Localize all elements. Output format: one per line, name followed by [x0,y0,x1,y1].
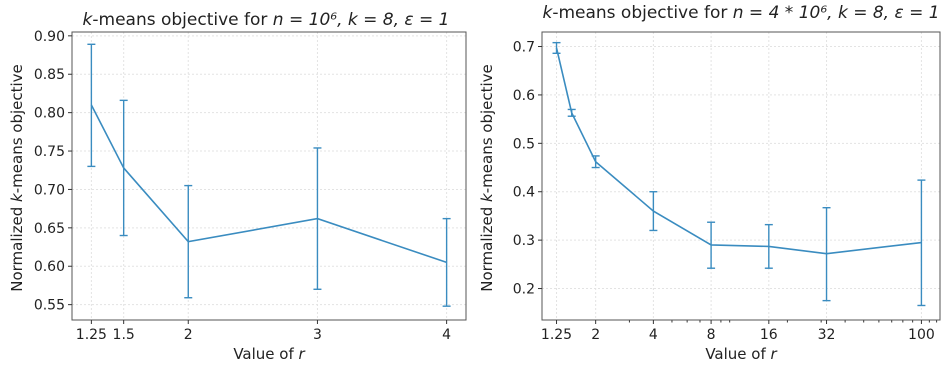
x-tick-label: 8 [707,327,716,343]
x-tick-label: 4 [442,327,451,343]
title-var: k [83,10,94,30]
title-text: -means objective for [92,10,272,30]
y-axis-label: Normalized k-means objective [8,64,26,292]
x-tick-label: 16 [760,327,778,343]
error-bar [917,179,926,307]
y-tick-label: 0.4 [513,185,535,201]
y-tick-label: 0.90 [34,29,65,45]
y-axis-label-prefix: Normalized [8,202,26,292]
series-line [90,104,447,264]
x-tick-label: 32 [818,327,836,343]
y-axis-label-suffix: -means objective [478,64,496,193]
x-axis-label-text: Value of [233,345,298,363]
x-axis-label-var: r [771,345,778,363]
error-bar [707,221,716,269]
y-tick-label: 0.60 [34,259,65,275]
chart-right: 0.20.30.40.50.60.71.25 2 4 8 16 32 100k-means … [478,3,941,363]
y-tick-label: 0.55 [34,298,65,314]
y-tick-label: 0.7 [513,40,535,56]
x-axis-label: Value of r [233,345,305,363]
title-text: -means objective for [552,3,732,23]
y-axis-label: Normalized k-means objective [478,64,496,292]
y-tick-label: 0.65 [34,221,65,237]
chart-title: k-means objective for n = 10⁶, k = 8, ε … [83,10,450,30]
plot-frame [541,31,941,321]
y-axis-label-prefix: Normalized [478,202,496,292]
y-tick-label: 0.3 [513,233,535,249]
title-math: n = 4 * 10⁶, k = 8, ε = 1 [733,3,940,23]
x-tick-label: 1.25 [76,327,107,343]
x-tick-label: 1.25 [541,327,572,343]
chart-left: 0.55 0.60 0.65 0.70 0.75 0.80 0.85 0.90 1.25 1.5 2… [8,10,467,363]
title-math: n = 10⁶, k = 8, ε = 1 [273,10,450,30]
x-tick-label: 2 [591,327,600,343]
series-line [555,47,922,255]
y-tick-label: 0.80 [34,106,65,122]
x-tick-label: 100 [908,327,935,343]
plot-frame [71,31,467,321]
error-bar [822,207,831,302]
title-var: k [542,3,553,23]
x-tick-label: 3 [313,327,322,343]
y-axis-label-var: k [8,192,26,202]
x-axis-label-var: r [299,345,306,363]
x-axis-label: Value of r [705,345,777,363]
y-tick-label: 0.5 [513,136,535,152]
chart-title: k-means objective for n = 4 * 10⁶, k = 8… [542,3,939,23]
y-axis-label-var: k [478,192,496,202]
y-tick-label: 0.70 [34,182,65,198]
y-tick-label: 0.75 [34,144,65,160]
y-tick-label: 0.6 [513,88,535,104]
x-tick-label: 4 [649,327,658,343]
x-tick-label: 1.5 [113,327,135,343]
error-bar [87,43,96,168]
x-axis-label-text: Value of [705,345,770,363]
y-tick-label: 0.85 [34,67,65,83]
x-tick-label: 2 [184,327,193,343]
y-tick-label: 0.2 [513,282,535,298]
y-axis-label-suffix: -means objective [8,64,26,193]
